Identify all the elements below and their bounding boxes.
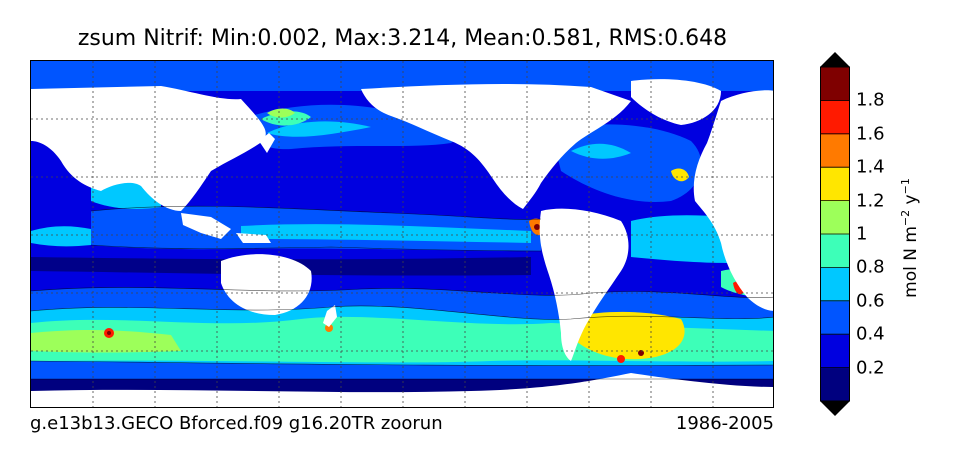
map-panel (30, 60, 774, 408)
colorbar (820, 52, 850, 416)
colorbar-segment (820, 367, 850, 402)
colorbar-tick-label: 0.4 (856, 323, 885, 345)
colorbar-tick-label: 1.6 (856, 123, 885, 145)
colorbar-extend-min (820, 401, 850, 416)
colorbar-segment (820, 234, 850, 268)
land-antarctica (31, 373, 773, 407)
colorbar-segment (820, 133, 850, 168)
colorbar-extend-max (820, 52, 850, 67)
map-gridlines (31, 61, 773, 407)
run-name: g.e13b13.GECO Bforced.f09 g16.20TR zooru… (30, 413, 443, 434)
plot-title: zsum Nitrif: Min:0.002, Max:3.214, Mean:… (77, 26, 728, 51)
colorbar-segment (820, 300, 850, 335)
colorbar-tick-label: 1 (856, 223, 868, 245)
land-north-america (361, 83, 631, 209)
colorbar-segment (820, 334, 850, 369)
colorbar-tick-label: 0.8 (856, 256, 885, 278)
colorbar-tick-label: 1.8 (856, 89, 885, 111)
colorbar-segment (820, 167, 850, 202)
land-asia (31, 86, 266, 211)
colorbar-tick-label: 0.6 (856, 290, 885, 312)
colorbar-tick-label: 1.2 (856, 190, 885, 212)
colorbar-segment (820, 67, 850, 101)
colorbar-segment (820, 200, 850, 235)
colorbar-tick-label: 1.4 (856, 156, 885, 178)
time-period: 1986-2005 (675, 413, 774, 434)
colorbar-units-label: mol N m−2 y−1 (899, 178, 921, 298)
colorbar-tick-label: 0.2 (856, 357, 885, 379)
land-africa-europe (693, 90, 773, 311)
land-australia (221, 254, 312, 315)
nitrification-map (31, 61, 773, 407)
colorbar-segment (820, 100, 850, 135)
land-south-america (539, 208, 629, 361)
colorbar-segment (820, 267, 850, 302)
